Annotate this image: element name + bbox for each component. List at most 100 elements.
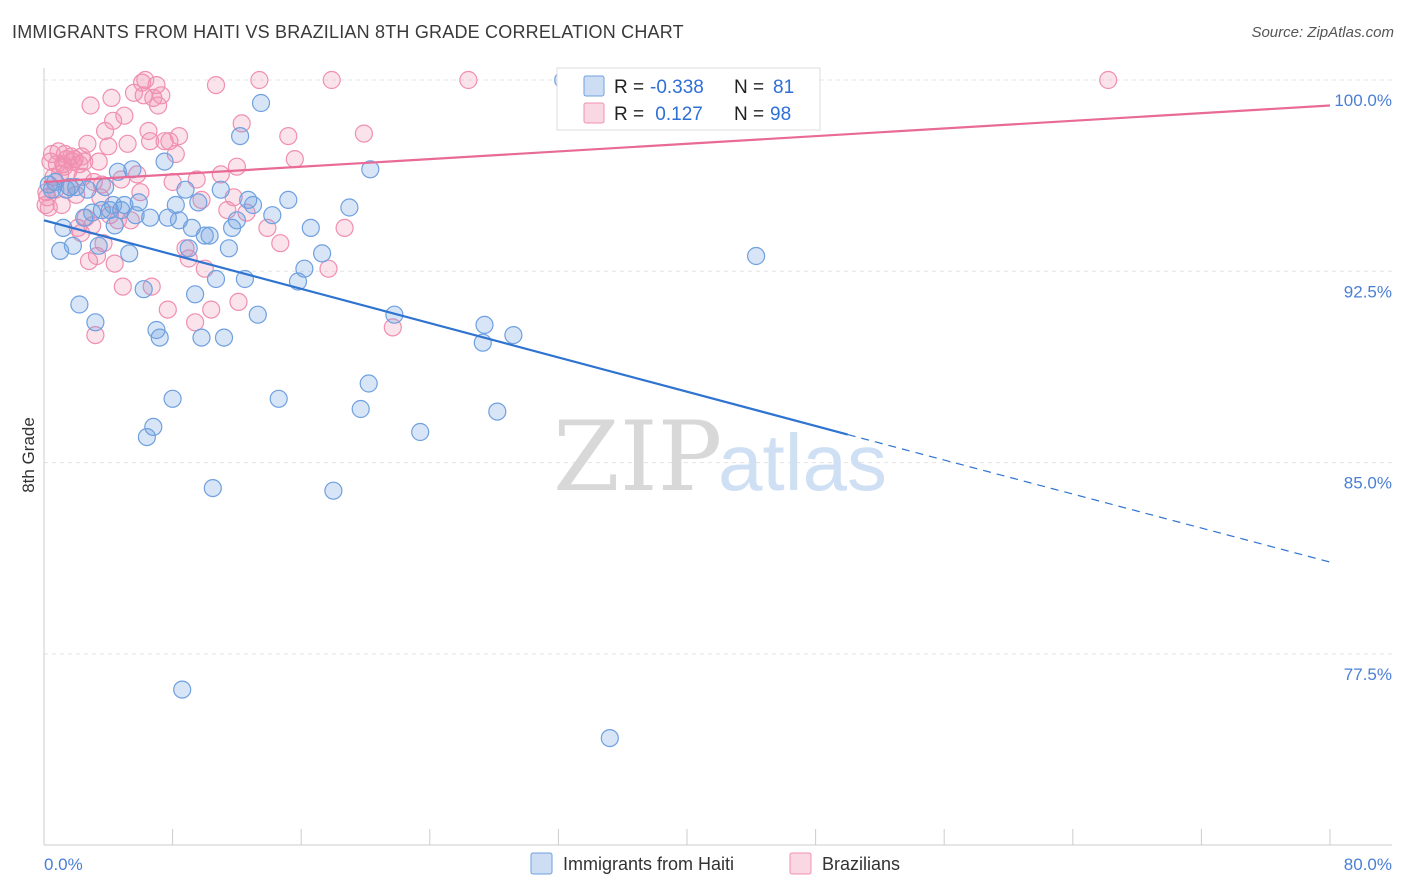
haiti-trend-line: [43, 219, 849, 436]
brazilian-point: [202, 300, 221, 319]
haiti-point: [214, 328, 234, 347]
haiti-point: [173, 680, 192, 699]
legend-swatch-brazilians: [583, 102, 605, 124]
bottom-legend-label-brazilians: Brazilians: [822, 854, 900, 874]
legend-n-value-brazil: 98: [770, 104, 791, 125]
haiti-point: [206, 269, 226, 289]
chart-source: Source: ZipAtlas.com: [1251, 24, 1394, 41]
haiti-point: [243, 195, 263, 215]
legend-r-value-haiti: -0.338: [650, 77, 704, 98]
brazilian-point: [65, 150, 84, 169]
series-haiti: [39, 70, 766, 748]
brazilian-point: [322, 70, 341, 90]
haiti-point: [141, 208, 160, 227]
haiti-point: [231, 127, 250, 146]
haiti-point: [340, 198, 359, 217]
brazilian-point: [354, 124, 373, 143]
brazilian-point: [105, 254, 124, 273]
series-legend: Immigrants from Haiti Brazilians: [530, 852, 900, 875]
legend-n-value-haiti: 81: [773, 77, 794, 98]
haiti-point: [189, 193, 208, 212]
brazilian-point: [115, 106, 134, 125]
haiti-point: [359, 374, 378, 393]
haiti-point: [192, 328, 211, 347]
haiti-point: [504, 326, 523, 345]
trend-lines: [43, 104, 1331, 563]
brazilian-point: [147, 75, 166, 95]
brazilian-point: [103, 111, 123, 130]
brazilian-point: [136, 70, 155, 90]
brazilian-point: [152, 86, 171, 105]
haiti-point: [351, 399, 370, 419]
haiti-point: [129, 193, 148, 212]
haiti-point: [60, 178, 79, 197]
haiti-point: [144, 417, 163, 436]
brazilian-point: [94, 234, 113, 253]
brazilian-point: [54, 157, 74, 176]
y-tick-labels: 77.5% 85.0% 92.5% 100.0%: [1334, 91, 1392, 684]
haiti-point: [155, 152, 174, 171]
haiti-point: [295, 259, 314, 278]
grid-lines: [44, 79, 1392, 655]
watermark-zip: ZIP: [553, 401, 722, 513]
haiti-point: [186, 285, 205, 304]
brazilian-point: [1099, 70, 1118, 90]
haiti-point: [105, 216, 124, 235]
haiti-point: [301, 218, 320, 237]
brazilian-point: [192, 190, 211, 209]
brazilian-point: [211, 165, 230, 184]
haiti-point: [89, 236, 108, 255]
legend-r-label-haiti: R =: [614, 77, 644, 98]
haiti-point: [746, 246, 766, 266]
brazilian-point: [158, 300, 177, 319]
brazilian-point: [141, 132, 160, 151]
haiti-point: [475, 315, 494, 334]
haiti-point: [70, 295, 89, 314]
haiti-point: [203, 479, 222, 498]
haiti-point: [123, 160, 142, 179]
bottom-legend-swatch-brazilians: [789, 852, 812, 875]
haiti-point: [324, 481, 343, 500]
brazilian-point: [99, 137, 118, 156]
haiti-point: [163, 389, 182, 408]
haiti-point: [211, 180, 230, 199]
stats-legend: R = -0.338 N = 81 R = 0.127 N = 98: [556, 67, 821, 131]
haiti-point: [120, 244, 139, 263]
haiti-point: [248, 305, 267, 324]
haiti-point: [200, 226, 219, 245]
haiti-point: [166, 195, 185, 215]
legend-n-label-haiti: N =: [734, 77, 764, 98]
brazilian-point: [169, 127, 189, 146]
brazilian-point: [118, 134, 137, 153]
x-tick-labels: 0.0% 80.0%: [44, 855, 1392, 874]
haiti-point: [361, 160, 380, 179]
brazilian-point: [52, 195, 71, 215]
watermark-atlas: atlas: [718, 418, 887, 507]
haiti-point: [313, 244, 332, 263]
brazil-trend-line: [43, 104, 1331, 184]
legend-r-label-brazil: R =: [614, 104, 644, 125]
haiti-point: [78, 180, 97, 199]
legend-swatch-haiti: [583, 75, 605, 97]
haiti-point: [137, 428, 156, 447]
brazilian-point: [279, 127, 298, 146]
haiti-point: [251, 93, 271, 113]
haiti-point: [219, 239, 238, 258]
brazilian-point: [187, 170, 206, 189]
haiti-point: [263, 206, 282, 225]
brazilian-point: [186, 313, 205, 332]
series-brazilians: [36, 70, 1118, 345]
brazilian-point: [89, 152, 108, 171]
brazilian-point: [459, 70, 478, 90]
axes: [43, 68, 1392, 846]
haiti-point: [103, 195, 123, 215]
haiti-point: [63, 236, 83, 255]
haiti-point: [600, 728, 619, 748]
chart-title: IMMIGRANTS FROM HAITI VS BRAZILIAN 8TH G…: [12, 22, 684, 42]
brazilian-point: [250, 70, 269, 90]
haiti-point: [176, 180, 195, 199]
haiti-point: [108, 162, 128, 181]
haiti-point: [227, 211, 246, 230]
brazilian-point: [227, 157, 246, 176]
brazilian-point: [271, 234, 290, 253]
